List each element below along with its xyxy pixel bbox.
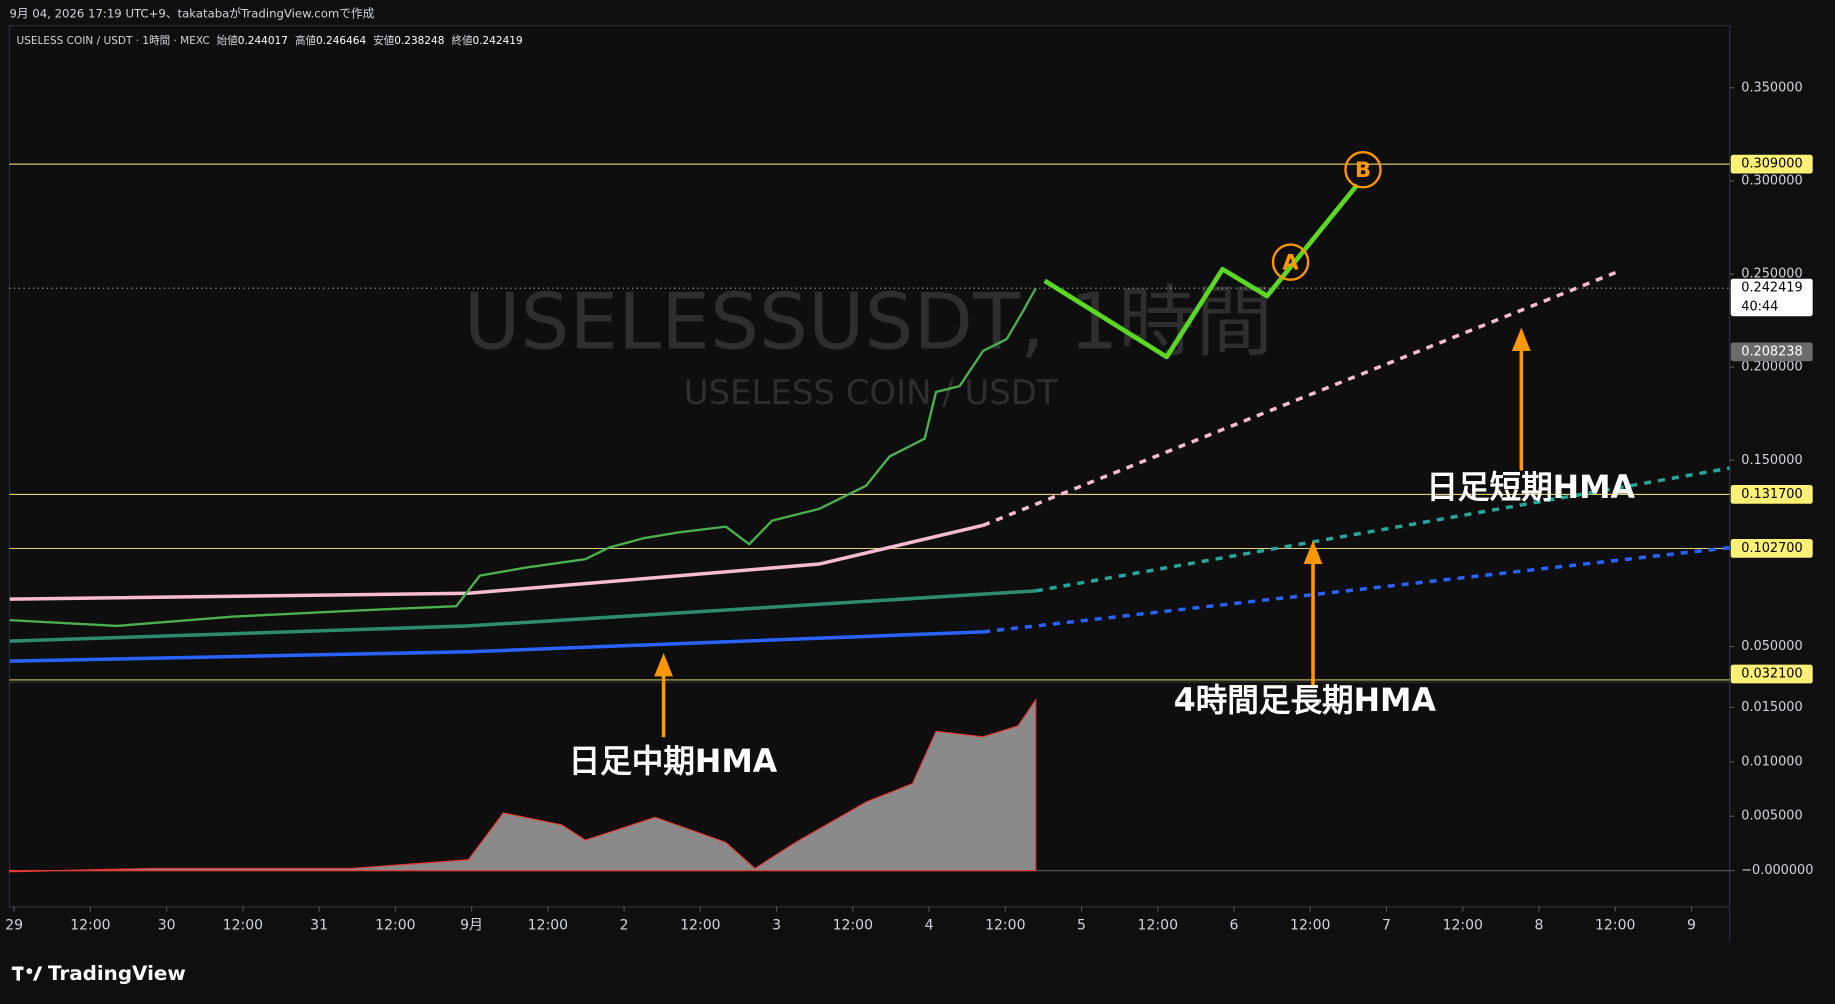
last-price-label: 0.242419 xyxy=(1741,281,1802,296)
wave-marker xyxy=(1344,151,1382,189)
x-tick-label: 12:00 xyxy=(528,918,568,934)
y-tick-label: 0.300000 xyxy=(1741,173,1802,188)
ohlc-label: 安値 xyxy=(373,34,395,47)
annotation: 日足中期HMA xyxy=(569,744,778,780)
x-tick-label: 3 xyxy=(772,918,781,934)
x-tick-label: 4 xyxy=(925,918,934,934)
level-box xyxy=(1730,539,1813,558)
countdown: 40:44 xyxy=(1741,299,1778,314)
caption: 9月 04, 2026 17:19 UTC+9、takatabaがTrading… xyxy=(9,7,374,21)
x-tick-label: 12:00 xyxy=(1443,918,1483,934)
y-tick-label: 0.050000 xyxy=(1741,639,1802,654)
arrow-head xyxy=(1303,540,1323,565)
y-tick-label: 0.250000 xyxy=(1741,267,1802,282)
ohlc-value: 0.246464 xyxy=(316,35,366,47)
x-tick-label: 5 xyxy=(1077,918,1086,934)
annotation: 4時間足長期HMA xyxy=(1174,683,1437,719)
marker-price-box xyxy=(1730,342,1813,362)
level-box xyxy=(1730,485,1813,504)
x-tick-label: 7 xyxy=(1382,918,1391,934)
brand: TradingView xyxy=(48,962,186,985)
wave-marker-label: B xyxy=(1355,157,1371,182)
level-label: 0.131700 xyxy=(1741,487,1802,502)
x-tick-label: 12:00 xyxy=(680,918,720,934)
x-tick-label: 12:00 xyxy=(375,918,415,934)
ohlc-label: 終値 xyxy=(451,34,473,47)
y-tick-label: 0.150000 xyxy=(1741,453,1802,468)
marker-price-label: 0.208238 xyxy=(1741,344,1802,359)
y-tick-label: 0.350000 xyxy=(1741,80,1802,95)
y-tick-label: 0.200000 xyxy=(1741,360,1802,375)
series-line xyxy=(9,630,984,663)
y-tick-label: 0.005000 xyxy=(1741,809,1802,824)
level-box xyxy=(1730,154,1813,174)
series-line xyxy=(1035,466,1730,593)
oscillator-area xyxy=(9,697,1037,873)
x-tick-label: 9 xyxy=(1687,918,1696,934)
x-tick-label: 9月 xyxy=(460,918,483,934)
series-line xyxy=(1043,183,1360,360)
x-tick-label: 8 xyxy=(1535,918,1544,934)
x-tick-label: 12:00 xyxy=(1138,918,1178,934)
logo-mark xyxy=(26,968,33,975)
plot-frame xyxy=(8,25,1731,908)
watermark-title: USELESSUSDT, 1時間 xyxy=(464,278,1273,368)
x-tick-label: 12:00 xyxy=(1595,918,1635,934)
y-tick-label: 0.015000 xyxy=(1741,700,1802,715)
arrow-head xyxy=(1511,327,1531,352)
annotation: 日足短期HMA xyxy=(1426,470,1635,506)
x-tick-label: 6 xyxy=(1230,918,1239,934)
level-label: 0.102700 xyxy=(1741,541,1802,556)
last-price-box xyxy=(1730,278,1813,317)
x-tick-label: 29 xyxy=(5,918,23,934)
x-tick-label: 12:00 xyxy=(1290,918,1330,934)
x-tick-label: 12:00 xyxy=(223,918,263,934)
ohlc-label: 高値 xyxy=(295,34,317,47)
x-tick-label: 12:00 xyxy=(833,918,873,934)
level-box xyxy=(1730,664,1813,684)
series-line xyxy=(982,269,1620,527)
logo: TradingView xyxy=(11,962,186,985)
series-line xyxy=(9,589,1036,643)
symbol: USELESS COIN / USDT · 1時間 · MEXC xyxy=(16,35,209,47)
ohlc-value: 0.238248 xyxy=(394,35,444,47)
x-tick-label: 30 xyxy=(158,918,176,934)
x-tick-label: 2 xyxy=(620,918,629,934)
plot: 0.350000 0.300000 0.250000 0.200000 0.150000… xyxy=(5,80,1813,933)
wave-marker-label: A xyxy=(1282,249,1299,274)
arrow-head xyxy=(654,652,673,677)
logo-mark xyxy=(32,966,43,981)
wave-marker xyxy=(1271,243,1310,281)
series-line xyxy=(9,287,1037,628)
series-line xyxy=(9,523,984,601)
y-tick-label: 0.010000 xyxy=(1741,754,1802,769)
logo-mark xyxy=(16,966,20,981)
ohlc-value: 0.244017 xyxy=(238,35,288,47)
ohlc-value: 0.242419 xyxy=(473,35,523,47)
level-label: 0.032100 xyxy=(1741,667,1802,682)
level-label: 0.309000 xyxy=(1741,157,1802,172)
arrows xyxy=(654,327,1531,738)
ohlc-legend: 始値 0.244017 高値 0.246464 安値 0.238248 終値 0.242419 xyxy=(217,34,523,47)
x-tick-label: 31 xyxy=(310,918,328,934)
y-tick-label: −0.000000 xyxy=(1741,863,1813,878)
x-tick-label: 12:00 xyxy=(70,918,110,934)
ohlc-label: 始値 xyxy=(217,34,239,47)
watermark-subtitle: USELESS COIN / USDT xyxy=(684,374,1058,413)
x-tick-label: 12:00 xyxy=(985,918,1025,934)
